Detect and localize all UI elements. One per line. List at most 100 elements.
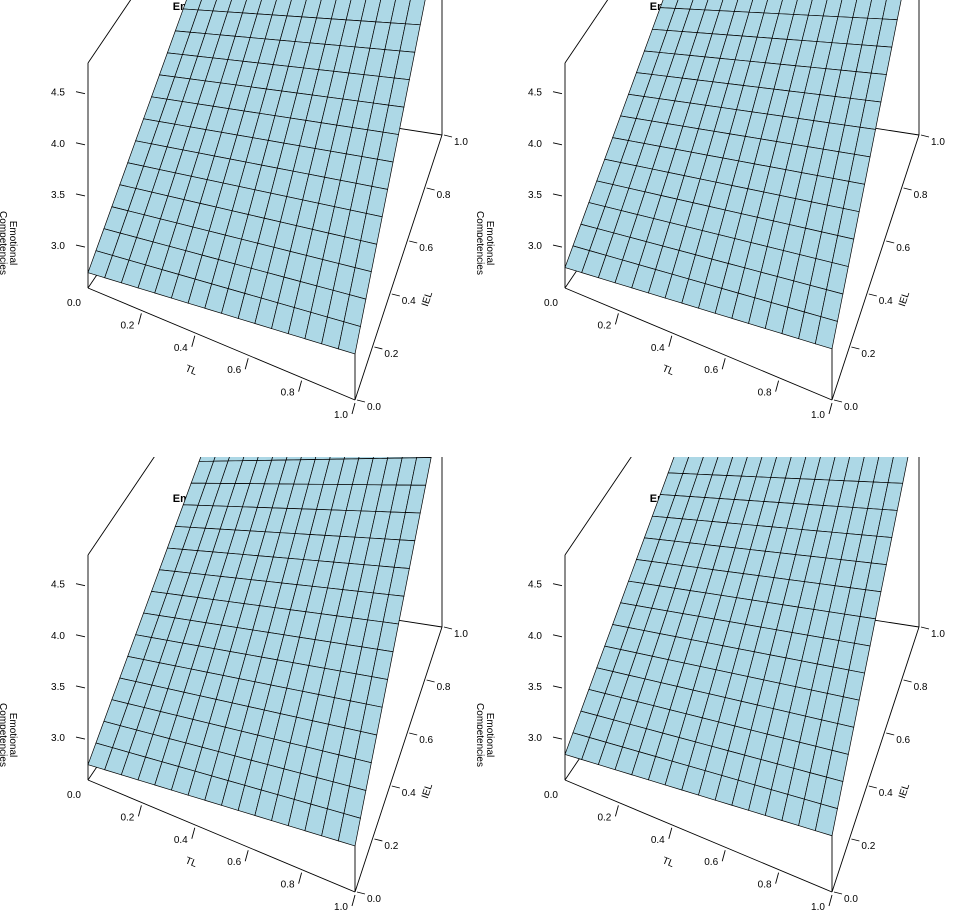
x-tick xyxy=(828,894,833,907)
x-tick-label: 0.8 xyxy=(758,388,772,399)
x-tick-label: 1.0 xyxy=(811,902,825,913)
z-tick xyxy=(75,244,86,248)
x-tick xyxy=(775,872,780,884)
x-axis-label: TL xyxy=(660,363,675,378)
x-tick xyxy=(775,380,780,392)
x-axis-label: TL xyxy=(183,855,198,870)
y-tick-label: 1.0 xyxy=(454,137,468,148)
box-edge xyxy=(354,626,443,893)
axes: 0.0 0.2 0.4 0.6 0.8 1.0 TL 0.0 0.2 0.4 0.6 0.8 1.0 IE… xyxy=(477,88,945,421)
y-tick-label: 0.4 xyxy=(402,296,416,307)
z-tick xyxy=(75,634,86,638)
z-tick xyxy=(75,91,86,95)
x-tick xyxy=(137,313,142,325)
y-tick-label: 0.0 xyxy=(844,402,858,413)
y-tick-label: 1.0 xyxy=(931,137,945,148)
x-axis-label: TL xyxy=(660,855,675,870)
surface-facet xyxy=(814,316,838,350)
box-edge xyxy=(564,779,833,893)
x-tick-label: 0.8 xyxy=(758,880,772,891)
x-tick xyxy=(351,894,356,907)
x-tick xyxy=(721,850,726,862)
x-tick xyxy=(668,827,673,839)
y-tick xyxy=(868,785,877,789)
z-tick-label: 3.5 xyxy=(51,190,65,201)
surface-plot: 0.0 0.2 0.4 0.6 0.8 1.0 TL 0.0 0.2 0.4 0.6 0.8 1.0 IE… xyxy=(477,0,945,421)
x-tick-label: 0.0 xyxy=(67,790,81,801)
box-edge xyxy=(831,626,920,893)
x-axis-label: TL xyxy=(183,363,198,378)
x-tick xyxy=(828,402,833,415)
y-tick-label: 0.6 xyxy=(896,243,910,254)
x-tick xyxy=(614,805,619,817)
z-axis-label-line: Emotional xyxy=(484,221,495,265)
x-tick-label: 0.0 xyxy=(544,298,558,309)
y-tick xyxy=(443,626,453,630)
surface-plot: 0.0 0.2 0.4 0.6 0.8 1.0 TL 0.0 0.2 0.4 0.6 0.8 1.0 IE… xyxy=(477,457,945,913)
surface-facet xyxy=(882,0,902,21)
x-tick-label: 0.6 xyxy=(227,857,241,868)
x-tick xyxy=(721,358,726,370)
chart-panel-male: Emotional Competencies Male 0.00.20.40.6… xyxy=(0,0,477,457)
y-tick-label: 0.8 xyxy=(437,682,451,693)
x-tick xyxy=(191,827,196,839)
z-tick xyxy=(75,736,86,740)
z-tick xyxy=(552,91,563,95)
x-tick xyxy=(614,313,619,325)
z-tick xyxy=(552,193,563,197)
y-tick-label: 0.0 xyxy=(367,402,381,413)
z-tick-label: 4.5 xyxy=(51,88,65,99)
z-tick-label: 3.0 xyxy=(528,733,542,744)
y-tick-label: 0.8 xyxy=(914,190,928,201)
x-tick xyxy=(244,358,249,370)
z-axis-label-line: Emotional xyxy=(484,713,495,757)
z-tick xyxy=(552,685,563,689)
x-tick xyxy=(244,850,249,862)
box-edge xyxy=(564,457,632,556)
y-tick-label: 0.4 xyxy=(402,788,416,799)
x-tick xyxy=(298,872,303,884)
x-tick-label: 0.4 xyxy=(174,343,188,354)
y-tick xyxy=(920,134,930,138)
y-tick-label: 0.0 xyxy=(844,894,858,905)
chart-panel-high-work-experience: Emotional Competencies High Work Experie… xyxy=(477,457,954,914)
y-tick xyxy=(920,626,930,630)
y-tick-label: 0.6 xyxy=(896,735,910,746)
y-tick-label: 1.0 xyxy=(931,629,945,640)
x-tick-label: 0.4 xyxy=(174,835,188,846)
x-tick-label: 0.6 xyxy=(227,365,241,376)
y-tick xyxy=(391,785,400,789)
z-tick-label: 3.0 xyxy=(528,241,542,252)
surface-plot: 0.0 0.2 0.4 0.6 0.8 1.0 TL 0.0 0.2 0.4 0.6 0.8 1.0 IE… xyxy=(0,0,468,421)
x-tick-label: 0.2 xyxy=(120,320,134,331)
z-axis-label-line: Competencies xyxy=(477,703,485,767)
z-tick-label: 3.5 xyxy=(51,682,65,693)
z-tick xyxy=(552,634,563,638)
y-tick xyxy=(886,732,895,736)
z-axis-label: EmotionalCompetencies xyxy=(0,211,18,275)
x-tick-label: 1.0 xyxy=(334,410,348,421)
x-tick xyxy=(191,335,196,347)
y-tick xyxy=(356,891,366,895)
x-tick-label: 1.0 xyxy=(811,410,825,421)
y-tick xyxy=(409,732,418,736)
y-tick-label: 0.4 xyxy=(879,296,893,307)
surface-facet xyxy=(337,813,361,847)
x-tick xyxy=(137,805,142,817)
y-axis-label: IEL xyxy=(420,290,435,308)
y-tick-label: 0.8 xyxy=(914,682,928,693)
y-tick xyxy=(903,187,912,191)
y-tick-label: 0.2 xyxy=(861,841,875,852)
y-tick xyxy=(886,240,895,244)
x-tick-label: 0.0 xyxy=(67,298,81,309)
x-tick-label: 0.6 xyxy=(704,857,718,868)
x-tick-label: 0.4 xyxy=(651,835,665,846)
z-tick-label: 3.5 xyxy=(528,190,542,201)
z-tick-label: 4.5 xyxy=(528,88,542,99)
surface-facet xyxy=(814,803,838,837)
x-tick xyxy=(298,380,303,392)
y-tick xyxy=(409,240,418,244)
y-tick xyxy=(851,838,860,842)
z-axis-label-line: Competencies xyxy=(0,211,8,275)
x-tick-label: 0.2 xyxy=(597,320,611,331)
